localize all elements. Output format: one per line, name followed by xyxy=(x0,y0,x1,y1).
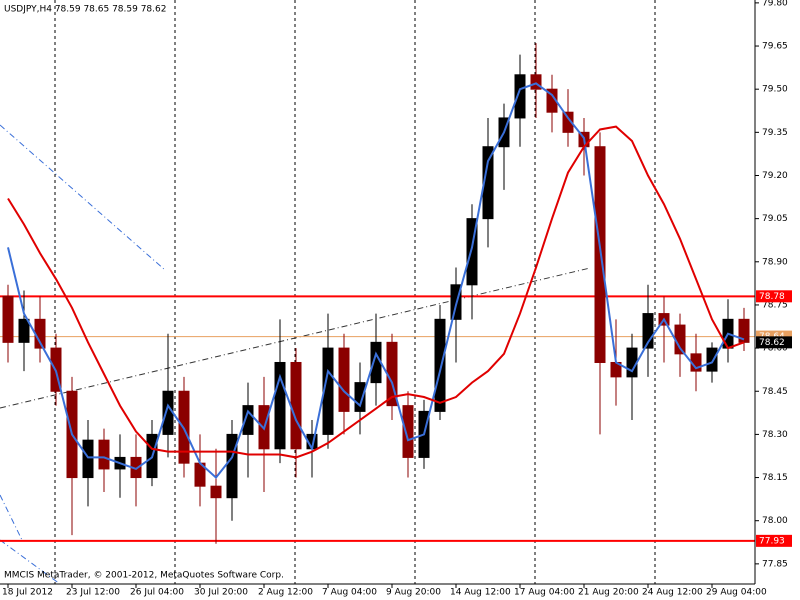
last-price-tag xyxy=(756,336,792,349)
chart-title: USDJPY,H4 78.59 78.65 78.59 78.62 xyxy=(4,5,166,15)
moving-average xyxy=(7,82,745,480)
y-tick-label: 79.20 xyxy=(762,171,788,181)
candle-body xyxy=(226,433,238,499)
y-tick-label: 79.80 xyxy=(762,0,788,8)
x-tick-label: 21 Aug 20:00 xyxy=(578,588,639,598)
candle-body xyxy=(2,295,14,343)
candle-body xyxy=(290,361,302,450)
y-tick-label: 78.30 xyxy=(762,430,788,440)
candle-body xyxy=(530,74,542,90)
candle-body xyxy=(242,405,254,435)
y-tick-label: 78.60 xyxy=(762,344,788,354)
candle-body xyxy=(162,390,174,435)
x-tick-label: 17 Aug 04:00 xyxy=(514,588,575,598)
y-tick-label: 79.35 xyxy=(762,128,788,138)
trend-line xyxy=(0,267,591,409)
last-price-label: 78.62 xyxy=(759,338,785,348)
x-tick-label: 26 Jul 04:00 xyxy=(130,588,184,598)
plot xyxy=(0,43,755,544)
candle-body xyxy=(514,74,526,119)
price-tag xyxy=(756,290,792,303)
candle-body xyxy=(18,318,30,343)
y-tick-label: 78.00 xyxy=(762,516,788,526)
x-tick-label: 2 Aug 12:00 xyxy=(258,588,313,598)
candle-body xyxy=(210,485,222,499)
x-tick-label: 7 Aug 04:00 xyxy=(322,588,377,598)
candle-body xyxy=(338,347,350,412)
price-tag xyxy=(756,534,792,547)
candle-body xyxy=(466,218,478,286)
candle-body xyxy=(98,439,110,470)
candle-body xyxy=(706,347,718,372)
candle-body xyxy=(626,347,638,378)
x-tick-label: 24 Aug 12:00 xyxy=(642,588,703,598)
candle-body xyxy=(274,361,286,450)
x-tick-label: 14 Aug 12:00 xyxy=(450,588,511,598)
price-tag-label: 77.93 xyxy=(759,536,785,546)
x-tick-label: 18 Jul 2012 xyxy=(2,588,53,598)
footer: MMCIS MetaTrader, © 2001-2012, MetaQuote… xyxy=(4,571,284,581)
candle-body xyxy=(434,318,446,412)
moving-average xyxy=(7,125,745,459)
y-tick-label: 77.85 xyxy=(762,559,788,569)
trend-line xyxy=(0,494,23,541)
y-tick-label: 79.05 xyxy=(762,214,788,224)
x-tick-label: 30 Jul 20:00 xyxy=(194,588,248,598)
y-tick-label: 79.65 xyxy=(762,42,788,52)
y-tick-label: 78.15 xyxy=(762,473,788,483)
candle-body xyxy=(562,111,574,133)
y-tick-label: 78.45 xyxy=(762,387,788,397)
candle-body xyxy=(354,382,366,412)
x-tick-label: 9 Aug 20:00 xyxy=(386,588,441,598)
trend-line xyxy=(0,124,166,271)
x-tick-label: 23 Jul 12:00 xyxy=(66,588,120,598)
candle-body xyxy=(402,405,414,458)
y-tick-label: 79.50 xyxy=(762,85,788,95)
candle-body xyxy=(82,439,94,479)
candle-body xyxy=(642,313,654,349)
price-tag-label: 78.78 xyxy=(759,292,785,302)
y-tick-label: 78.75 xyxy=(762,300,788,310)
y-tick-label: 78.90 xyxy=(762,257,788,267)
x-tick-label: 29 Aug 04:00 xyxy=(706,588,767,598)
day-separators xyxy=(54,0,656,584)
